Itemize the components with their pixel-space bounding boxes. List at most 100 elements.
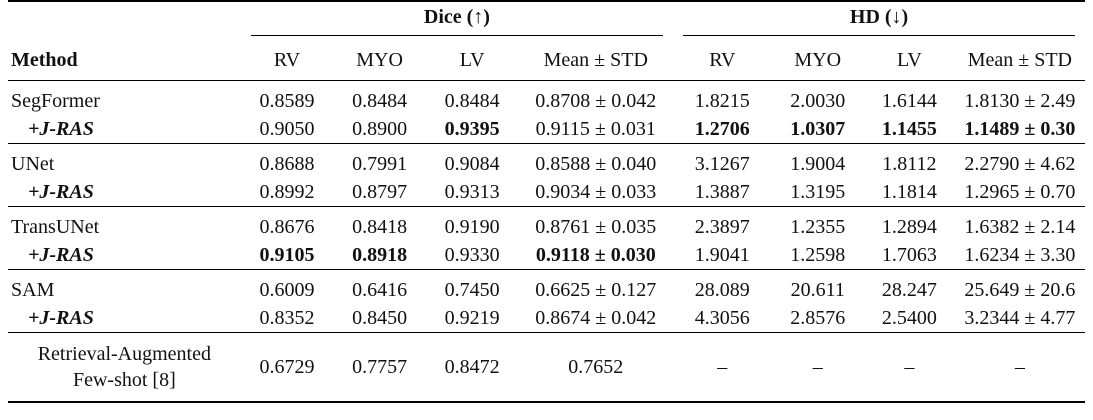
hd-myo-header: MYO [794,48,842,71]
value-cell: 2.0030 [771,80,865,115]
value-cell: 1.6234 ± 3.30 [964,244,1076,266]
value-cell: 3.1267 [673,143,772,178]
value-cell: 1.3887 [694,181,750,203]
value-cell: 0.7652 [518,332,674,403]
value-cell: 0.8484 [425,80,519,115]
value-cell: 0.8676 [240,206,334,241]
table-row: SegFormer 0.8589 0.8484 0.8484 0.8708 ± … [8,80,1085,115]
value-cell: 1.6144 [864,80,955,115]
value-cell: 28.247 [864,269,955,304]
value-cell: 1.3195 [790,181,846,203]
dice-mean-header: Mean ± STD [543,48,648,71]
table-row: +J-RAS 0.8992 0.8797 0.9313 0.9034 ± 0.0… [8,178,1085,207]
value-cell: – [673,332,772,403]
value-cell: 0.8589 [240,80,334,115]
table-row: TransUNet 0.8676 0.8418 0.9190 0.8761 ± … [8,206,1085,241]
method-cell: +J-RAS [28,181,94,203]
column-header-row: Method RV MYO LV Mean ± STD RV MYO LV Me… [8,40,1085,81]
value-cell: 0.7991 [333,143,426,178]
dice-group-header: Dice (↑) [240,0,674,40]
method-cell: +J-RAS [28,244,94,266]
value-cell: – [864,332,955,403]
method-cell-two-line: Retrieval-Augmented Few-shot [8] [8,332,241,403]
value-cell: 0.9330 [444,244,500,266]
value-cell: 0.8992 [259,181,315,203]
value-cell: 2.5400 [881,307,937,329]
blank-corner [8,0,241,40]
method-line-1: Retrieval-Augmented [37,343,211,365]
table-row: Retrieval-Augmented Few-shot [8] 0.6729 … [8,332,1085,403]
hd-group-label: HD (↓) [849,6,909,28]
value-cell: 0.8418 [333,206,426,241]
value-cell: 1.8130 ± 2.49 [954,80,1085,115]
value-cell: 1.9041 [694,244,750,266]
value-cell: 0.8674 ± 0.042 [535,307,657,329]
value-cell: 0.7757 [333,332,426,403]
value-cell: 1.2894 [864,206,955,241]
table-row: +J-RAS 0.9105 0.8918 0.9330 0.9118 ± 0.0… [8,241,1085,270]
method-cell: SAM [8,269,241,304]
table-row: +J-RAS 0.9050 0.8900 0.9395 0.9115 ± 0.0… [8,115,1085,144]
value-cell: 0.6416 [333,269,426,304]
method-cell: UNet [8,143,241,178]
results-table: Dice (↑) HD (↓) Method RV MYO LV Mean ± … [8,0,1085,403]
value-cell: 0.6009 [240,269,334,304]
value-cell: 0.8797 [352,181,408,203]
value-cell: 0.7450 [425,269,519,304]
value-cell: 1.2598 [790,244,846,266]
value-cell: 2.3897 [673,206,772,241]
method-cell: SegFormer [8,80,241,115]
value-cell: 0.9034 ± 0.033 [535,181,657,203]
table-row: +J-RAS 0.8352 0.8450 0.9219 0.8674 ± 0.0… [8,304,1085,333]
hd-rv-header: RV [709,48,736,71]
value-cell: 2.8576 [790,307,846,329]
value-cell: 0.8688 [240,143,334,178]
value-cell: 1.0307 [790,118,846,140]
value-cell: 0.8472 [425,332,519,403]
value-cell: 0.6729 [240,332,334,403]
value-cell: 0.9105 [259,244,315,266]
method-header: Method [11,48,78,71]
value-cell: 0.9219 [444,307,500,329]
value-cell: 28.089 [673,269,772,304]
group-header-row: Dice (↑) HD (↓) [8,0,1085,40]
value-cell: 0.9084 [425,143,519,178]
method-line-2: Few-shot [8] [72,369,176,391]
value-cell: 2.2790 ± 4.62 [954,143,1085,178]
value-cell: 0.9190 [425,206,519,241]
dice-group-rule [250,35,664,36]
value-cell: 1.8112 [864,143,955,178]
value-cell: 0.9050 [259,118,315,140]
dice-myo-header: MYO [356,48,403,71]
value-cell: 20.611 [771,269,865,304]
value-cell: 0.8450 [352,307,408,329]
value-cell: 1.7063 [881,244,937,266]
value-cell: 0.8900 [352,118,408,140]
method-cell: +J-RAS [28,307,94,329]
value-cell: 1.2355 [771,206,865,241]
value-cell: 0.9118 ± 0.030 [535,244,656,266]
value-cell: 25.649 ± 20.6 [954,269,1085,304]
table-row: UNet 0.8688 0.7991 0.9084 0.8588 ± 0.040… [8,143,1085,178]
value-cell: 0.9395 [444,118,500,140]
value-cell: 0.8708 ± 0.042 [518,80,674,115]
hd-lv-header: LV [896,48,922,71]
value-cell: 1.2965 ± 0.70 [964,181,1076,203]
value-cell: 0.9313 [444,181,500,203]
dice-rv-header: RV [273,48,301,71]
method-cell: +J-RAS [28,118,94,140]
dice-group-label: Dice (↑) [423,6,490,28]
hd-mean-header: Mean ± STD [967,48,1072,71]
hd-group-header: HD (↓) [673,0,1085,40]
value-cell: 0.8588 ± 0.040 [518,143,674,178]
dice-lv-header: LV [459,48,485,71]
value-cell: 0.8761 ± 0.035 [518,206,674,241]
value-cell: – [771,332,865,403]
value-cell: 0.6625 ± 0.127 [518,269,674,304]
hd-group-rule [683,35,1075,36]
value-cell: 0.9115 ± 0.031 [535,118,656,140]
method-cell: TransUNet [8,206,241,241]
value-cell: 1.1814 [881,181,937,203]
value-cell: 1.6382 ± 2.14 [954,206,1085,241]
